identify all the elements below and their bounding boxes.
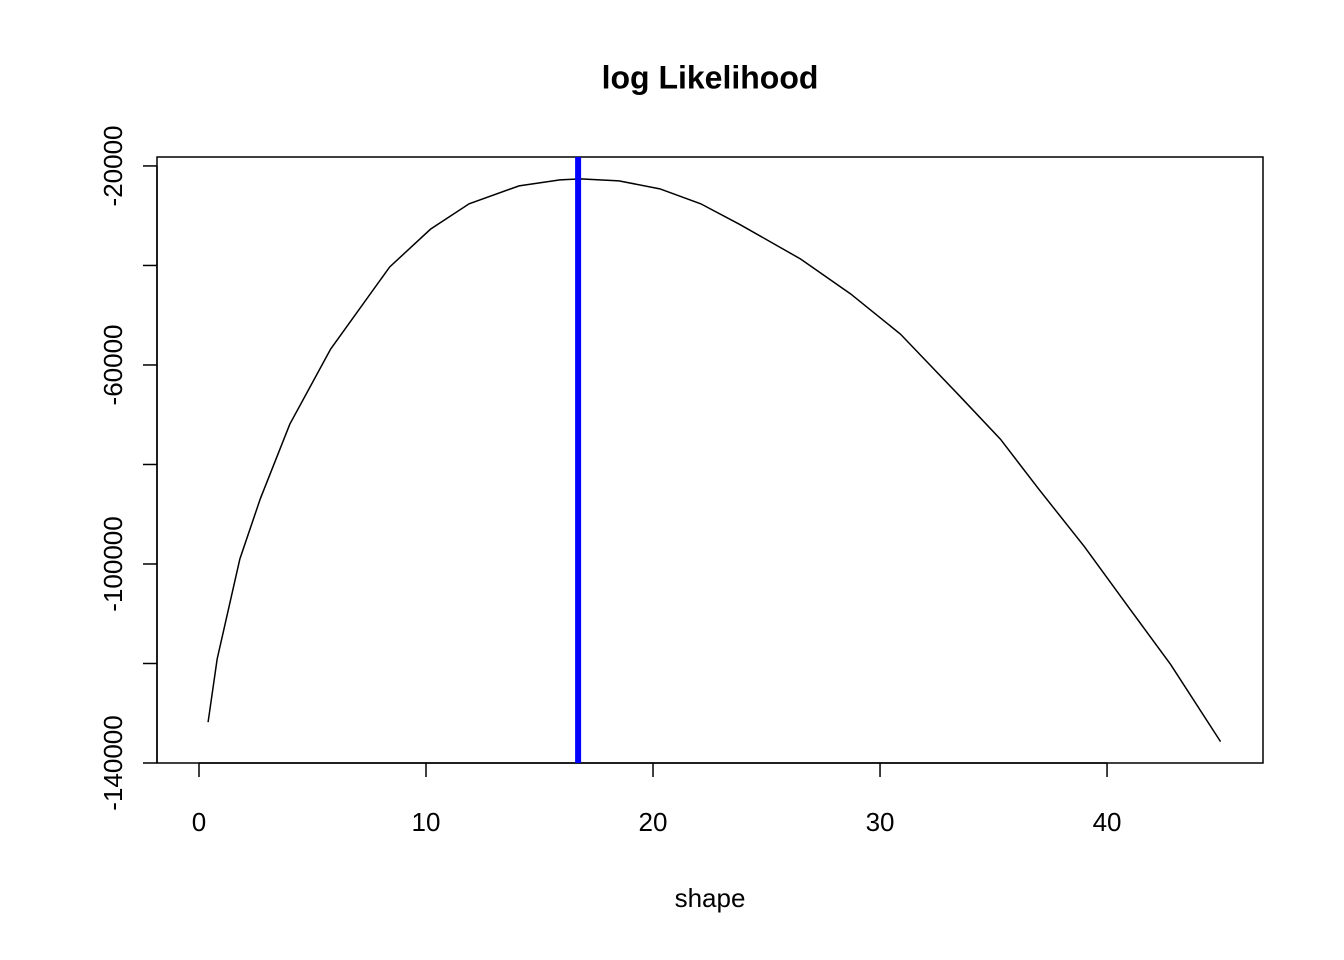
x-tick-label: 0	[192, 807, 206, 837]
plot-box	[156, 156, 1264, 764]
y-tick-label: -140000	[98, 715, 128, 810]
data-line	[207, 178, 1222, 743]
y-tick-label: -100000	[98, 516, 128, 611]
chart-title: log Likelihood	[602, 59, 819, 95]
x-tick-label: 20	[639, 807, 668, 837]
y-tick-label: -60000	[98, 324, 128, 405]
x-tick-label: 30	[866, 807, 895, 837]
y-tick-label: -20000	[98, 125, 128, 206]
x-axis-label: shape	[675, 883, 746, 913]
x-tick-label: 10	[412, 807, 441, 837]
x-tick-label: 40	[1093, 807, 1122, 837]
